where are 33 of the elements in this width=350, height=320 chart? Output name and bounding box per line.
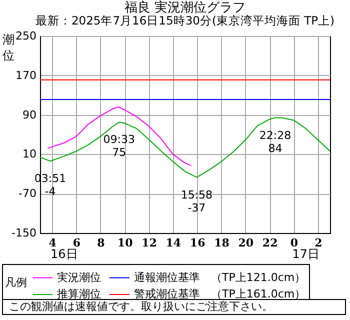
y-tick-label: -150 [12,226,36,240]
x-tick-label: 6 [72,236,81,250]
text: 16日 [50,247,78,261]
x-tick-label: 20 [238,236,254,250]
y-tick-label: 170 [16,68,36,82]
x-tick-label: 18 [214,236,230,250]
legend-label: 警戒潮位基準 （TP上161.0cm） [134,288,306,300]
x-tick-label: 16 [190,236,206,250]
legend-label: 通報潮位基準 （TP上121.0cm） [134,270,306,284]
x-tick-label: 12 [142,236,157,250]
legend-label: 推算潮位 [57,288,101,300]
x-tick-label: 10 [117,236,134,250]
y-tick-label: 90 [22,108,36,122]
x-tick-label: 14 [166,236,182,250]
text: この観測値は速報値です。取り扱いにご注意下さい。 [2,299,346,315]
x-tick-label: 2 [314,236,322,250]
legend-label: 実況潮位 [57,270,101,284]
line-series [47,106,192,166]
annotation: 09:33 75 [103,133,135,160]
chart-subtitle: 最新：2025年7月16日15時30分(東京湾平均海面 TP上) [35,14,335,28]
text: 17日 [292,247,320,261]
x-tick-label: 4 [48,236,57,250]
chart-title: 福良 実況潮位グラフ [124,0,246,16]
legend-title: 凡例 [5,276,27,289]
y-axis-title: 潮位 [2,32,14,62]
x-tick-label: 8 [97,236,106,250]
x-tick-label: 0 [290,236,298,250]
x-tick-label: 22 [262,236,278,250]
y-tick-label: -70 [18,187,36,200]
annotation: 22:28 84 [259,128,292,155]
y-tick-label: 10 [22,148,36,161]
annotation: 15:58 -37 [180,188,213,214]
y-tick-label: 250 [16,30,36,42]
